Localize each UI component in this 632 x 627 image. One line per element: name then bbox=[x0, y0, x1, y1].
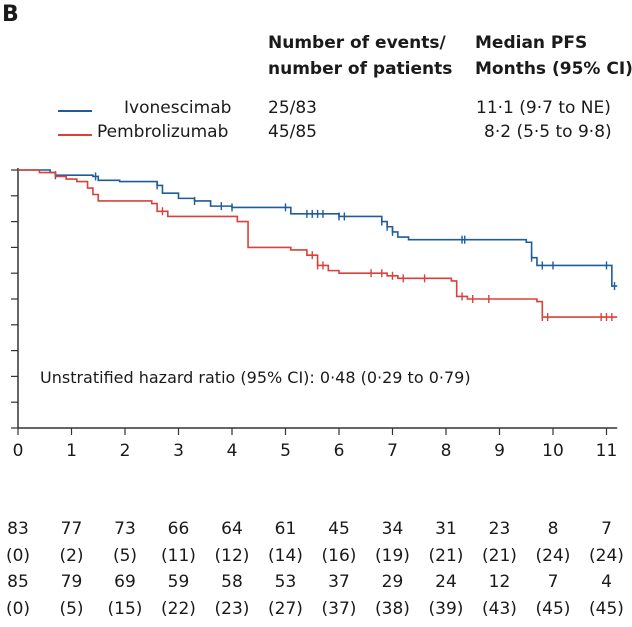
x-tick-label: 7 bbox=[387, 441, 398, 461]
risk-cell-ivonescimab-events: (19) bbox=[375, 546, 410, 566]
risk-cell-ivonescimab-events: (16) bbox=[322, 546, 357, 566]
risk-cell-ivonescimab-events: (21) bbox=[429, 546, 464, 566]
risk-cell-pembrolizumab-events: (15) bbox=[108, 599, 143, 619]
risk-cell-ivonescimab-at-risk: 83 bbox=[7, 519, 29, 539]
risk-cell-ivonescimab-at-risk: 45 bbox=[328, 519, 350, 539]
risk-cell-pembrolizumab-at-risk: 59 bbox=[168, 572, 190, 592]
risk-cell-ivonescimab-at-risk: 66 bbox=[168, 519, 190, 539]
risk-cell-ivonescimab-at-risk: 77 bbox=[61, 519, 83, 539]
x-tick-label: 11 bbox=[596, 441, 618, 461]
x-tick-label: 5 bbox=[280, 441, 291, 461]
risk-cell-pembrolizumab-at-risk: 4 bbox=[601, 572, 612, 592]
risk-cell-pembrolizumab-events: (39) bbox=[429, 599, 464, 619]
risk-cell-pembrolizumab-at-risk: 24 bbox=[435, 572, 457, 592]
risk-cell-pembrolizumab-at-risk: 7 bbox=[548, 572, 559, 592]
risk-cell-pembrolizumab-events: (37) bbox=[322, 599, 357, 619]
risk-cell-ivonescimab-at-risk: 73 bbox=[114, 519, 136, 539]
x-tick-label: 0 bbox=[13, 441, 24, 461]
risk-cell-pembrolizumab-events: (22) bbox=[161, 599, 196, 619]
risk-cell-pembrolizumab-events: (0) bbox=[6, 599, 30, 619]
risk-cell-ivonescimab-events: (0) bbox=[6, 546, 30, 566]
risk-cell-pembrolizumab-events: (43) bbox=[482, 599, 517, 619]
risk-cell-ivonescimab-events: (11) bbox=[161, 546, 196, 566]
risk-cell-ivonescimab-at-risk: 64 bbox=[221, 519, 243, 539]
risk-cell-pembrolizumab-at-risk: 37 bbox=[328, 572, 350, 592]
risk-cell-pembrolizumab-events: (27) bbox=[268, 599, 303, 619]
risk-cell-pembrolizumab-at-risk: 53 bbox=[275, 572, 297, 592]
legend-line-pembrolizumab bbox=[58, 134, 92, 136]
x-tick-label: 6 bbox=[334, 441, 345, 461]
risk-cell-pembrolizumab-at-risk: 69 bbox=[114, 572, 136, 592]
x-tick-label: 4 bbox=[227, 441, 238, 461]
x-tick-label: 2 bbox=[120, 441, 131, 461]
median-pembrolizumab: 8·2 (5·5 to 9·8) bbox=[484, 122, 612, 142]
risk-cell-ivonescimab-at-risk: 34 bbox=[382, 519, 404, 539]
risk-cell-ivonescimab-at-risk: 61 bbox=[275, 519, 297, 539]
pfs-header-line2: Months (95% CI) bbox=[475, 59, 632, 79]
risk-cell-ivonescimab-events: (5) bbox=[113, 546, 137, 566]
km-curve-ivonescimab bbox=[18, 169, 618, 287]
x-tick-label: 10 bbox=[542, 441, 564, 461]
pfs-header-line1: Median PFS bbox=[475, 33, 588, 53]
risk-cell-ivonescimab-events: (14) bbox=[268, 546, 303, 566]
km-curve-pembrolizumab bbox=[18, 169, 618, 318]
legend-label-pembrolizumab: Pembrolizumab bbox=[97, 122, 229, 142]
risk-cell-ivonescimab-events: (12) bbox=[215, 546, 250, 566]
risk-cell-ivonescimab-events: (24) bbox=[589, 546, 624, 566]
events-header-line2: number of patients bbox=[268, 59, 453, 79]
legend-label-ivonescimab: Ivonescimab bbox=[124, 98, 232, 118]
events-header: Number of events/ number of patients bbox=[268, 30, 452, 82]
events-header-line1: Number of events/ bbox=[268, 33, 446, 53]
risk-cell-ivonescimab-at-risk: 8 bbox=[548, 519, 559, 539]
risk-cell-ivonescimab-events: (24) bbox=[536, 546, 571, 566]
median-ivonescimab: 11·1 (9·7 to NE) bbox=[476, 98, 611, 118]
risk-cell-ivonescimab-events: (21) bbox=[482, 546, 517, 566]
x-tick-label: 9 bbox=[494, 441, 505, 461]
risk-cell-pembrolizumab-at-risk: 12 bbox=[489, 572, 511, 592]
risk-cell-pembrolizumab-at-risk: 85 bbox=[7, 572, 29, 592]
risk-cell-ivonescimab-events: (2) bbox=[59, 546, 83, 566]
x-tick-label: 3 bbox=[173, 441, 184, 461]
risk-cell-pembrolizumab-at-risk: 58 bbox=[221, 572, 243, 592]
risk-cell-pembrolizumab-at-risk: 79 bbox=[61, 572, 83, 592]
x-tick-label: 1 bbox=[66, 441, 77, 461]
risk-cell-ivonescimab-at-risk: 23 bbox=[489, 519, 511, 539]
legend-line-ivonescimab bbox=[58, 110, 92, 112]
risk-cell-pembrolizumab-events: (23) bbox=[215, 599, 250, 619]
panel-label: B bbox=[2, 2, 19, 27]
events-pembrolizumab: 45/85 bbox=[268, 122, 317, 142]
pfs-header: Median PFS Months (95% CI) bbox=[475, 30, 632, 82]
risk-cell-pembrolizumab-events: (45) bbox=[536, 599, 571, 619]
risk-cell-pembrolizumab-events: (45) bbox=[589, 599, 624, 619]
risk-cell-ivonescimab-at-risk: 7 bbox=[601, 519, 612, 539]
x-tick-label: 8 bbox=[441, 441, 452, 461]
risk-cell-pembrolizumab-events: (5) bbox=[59, 599, 83, 619]
risk-cell-ivonescimab-at-risk: 31 bbox=[435, 519, 457, 539]
risk-cell-pembrolizumab-at-risk: 29 bbox=[382, 572, 404, 592]
risk-cell-pembrolizumab-events: (38) bbox=[375, 599, 410, 619]
events-ivonescimab: 25/83 bbox=[268, 98, 317, 118]
hazard-ratio-annotation: Unstratified hazard ratio (95% CI): 0·48… bbox=[40, 368, 471, 387]
